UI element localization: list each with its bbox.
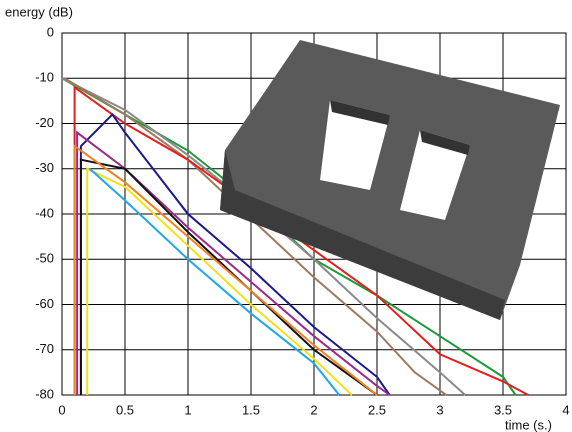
y-tick-label: -10 [35, 70, 54, 85]
x-tick-label: 1.5 [242, 402, 260, 417]
x-tick-label: 2 [310, 402, 317, 417]
y-tick-label: -80 [35, 386, 54, 401]
x-axis-label: time (s.) [505, 417, 552, 432]
x-tick-label: 3.5 [494, 402, 512, 417]
y-tick-label: -30 [35, 160, 54, 175]
x-tick-label: 2.5 [368, 402, 386, 417]
x-tick-label: 0.5 [116, 402, 134, 417]
y-tick-label: -40 [35, 205, 54, 220]
x-tick-label: 0 [58, 402, 65, 417]
y-tick-label: 0 [47, 24, 54, 39]
chart: energy (dB) time (s.) 0 -10 -20 -30 -40 -50 -6… [0, 0, 572, 432]
y-tick-label: -70 [35, 341, 54, 356]
y-tick-label: -20 [35, 115, 54, 130]
x-tick-label: 3 [436, 402, 443, 417]
y-tick-label: -50 [35, 251, 54, 266]
y-axis-label: energy (dB) [5, 4, 73, 19]
x-tick-label: 4 [562, 402, 569, 417]
x-tick-label: 1 [184, 402, 191, 417]
y-tick-label: -60 [35, 296, 54, 311]
